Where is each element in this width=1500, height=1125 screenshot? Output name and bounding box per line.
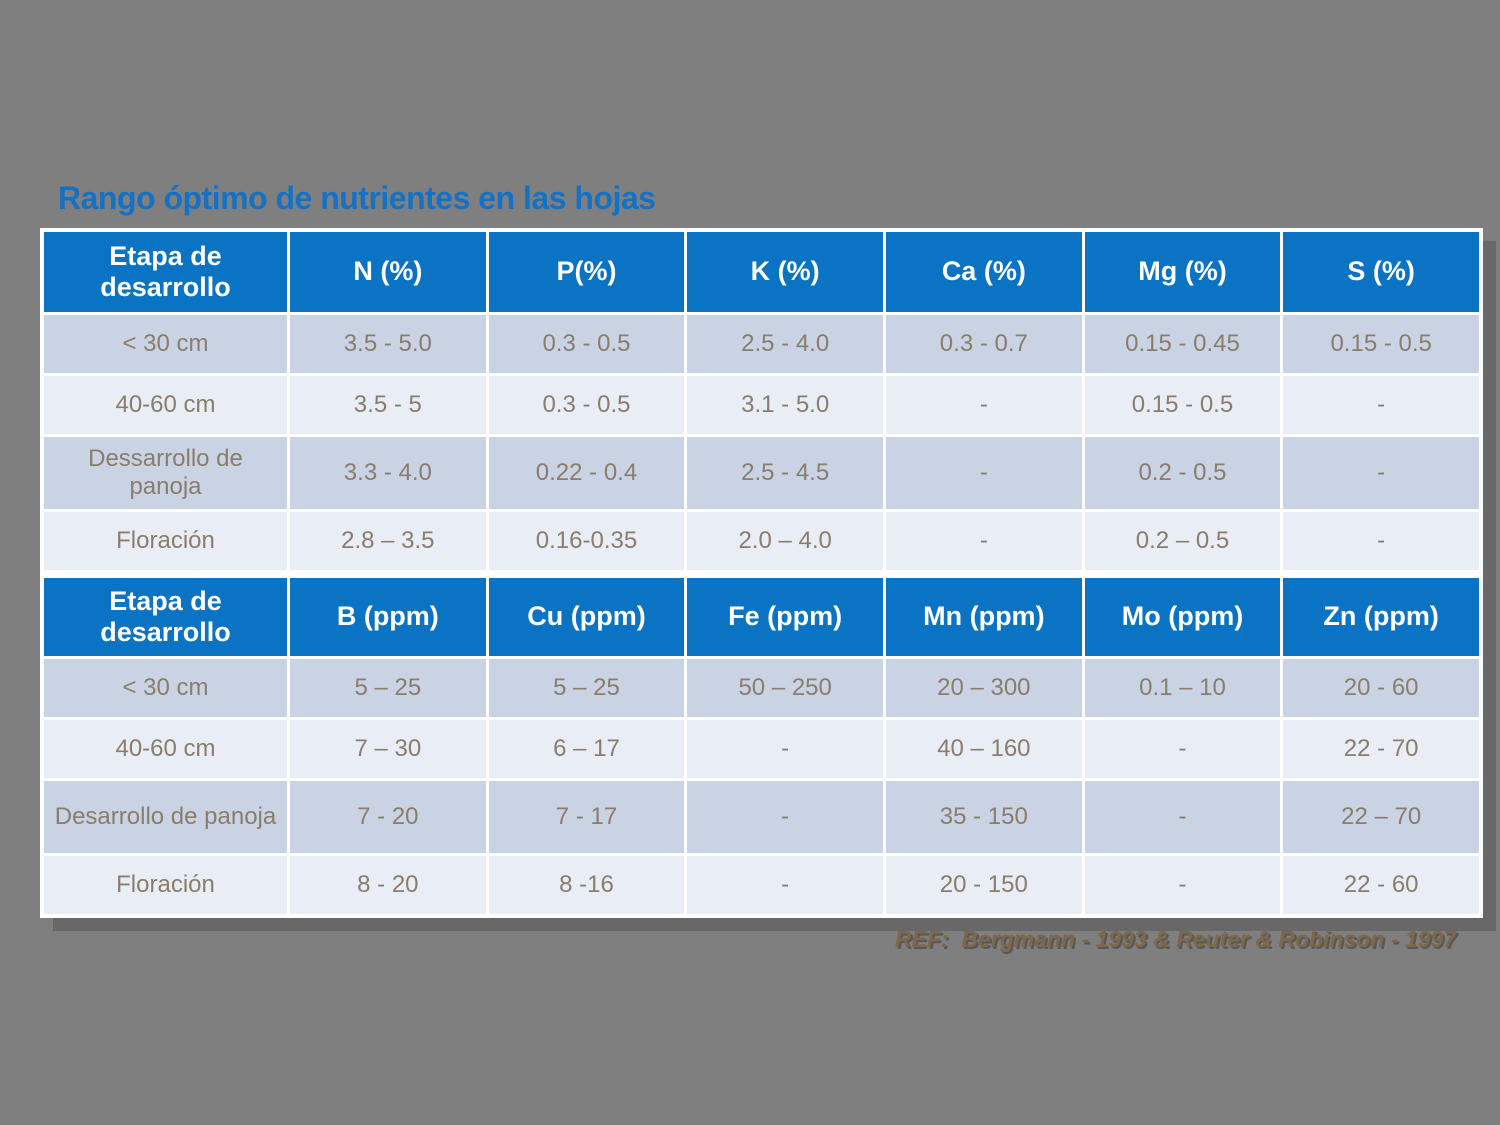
column-header: Etapa de desarrollo bbox=[44, 578, 287, 656]
cell: 0.22 - 0.4 bbox=[488, 437, 685, 509]
row-label: Floración bbox=[44, 856, 287, 914]
cell: 2.5 - 4.0 bbox=[687, 315, 883, 373]
row-label: < 30 cm bbox=[44, 659, 287, 717]
row-label: Dessarrollo de panoja bbox=[44, 437, 287, 509]
column-header: Fe (ppm) bbox=[687, 578, 883, 656]
cell: 3.1 - 5.0 bbox=[687, 376, 883, 434]
column-header: S (%) bbox=[1283, 232, 1479, 312]
cell: 50 – 250 bbox=[687, 659, 883, 717]
cell: 20 - 150 bbox=[886, 856, 1082, 914]
cell: - bbox=[886, 512, 1082, 570]
cell: 22 - 70 bbox=[1283, 720, 1479, 778]
column-header: Ca (%) bbox=[886, 232, 1082, 312]
cell: - bbox=[1084, 856, 1281, 914]
cell: 3.3 - 4.0 bbox=[290, 437, 486, 509]
cell: 5 – 25 bbox=[488, 659, 685, 717]
cell: - bbox=[687, 856, 883, 914]
cell: - bbox=[886, 376, 1082, 434]
cell: 8 - 20 bbox=[290, 856, 486, 914]
cell: - bbox=[687, 781, 883, 853]
cell: 0.3 - 0.7 bbox=[886, 315, 1082, 373]
column-header: K (%) bbox=[687, 232, 883, 312]
column-header: Cu (ppm) bbox=[488, 578, 685, 656]
row-label: 40-60 cm bbox=[44, 720, 287, 778]
cell: - bbox=[886, 437, 1082, 509]
cell: 7 - 17 bbox=[488, 781, 685, 853]
row-label: Floración bbox=[44, 512, 287, 570]
cell: 40 – 160 bbox=[886, 720, 1082, 778]
cell: 22 – 70 bbox=[1283, 781, 1479, 853]
ref-citation: REF: Bergmann - 1993 & Reuter & Robinson… bbox=[894, 926, 1456, 952]
cell: 20 - 60 bbox=[1283, 659, 1479, 717]
cell: 6 – 17 bbox=[488, 720, 685, 778]
cell: - bbox=[1283, 437, 1479, 509]
cell: 0.1 – 10 bbox=[1084, 659, 1281, 717]
column-header: Mg (%) bbox=[1084, 232, 1281, 312]
cell: 0.15 - 0.5 bbox=[1283, 315, 1479, 373]
column-header: P(%) bbox=[488, 232, 685, 312]
cell: 0.16-0.35 bbox=[488, 512, 685, 570]
nutrient-tables-sheet: Etapa de desarrollo N (%) P(%) K (%) Ca … bbox=[40, 228, 1483, 918]
micronutrients-table: Etapa de desarrollo B (ppm) Cu (ppm) Fe … bbox=[44, 578, 1479, 914]
cell: 8 -16 bbox=[488, 856, 685, 914]
cell: 7 - 20 bbox=[290, 781, 486, 853]
cell: 5 – 25 bbox=[290, 659, 486, 717]
column-header: B (ppm) bbox=[290, 578, 486, 656]
column-header: N (%) bbox=[290, 232, 486, 312]
column-header: Mo (ppm) bbox=[1084, 578, 1281, 656]
row-label: < 30 cm bbox=[44, 315, 287, 373]
column-header: Zn (ppm) bbox=[1283, 578, 1479, 656]
cell: - bbox=[1084, 781, 1281, 853]
cell: 0.15 - 0.5 bbox=[1084, 376, 1281, 434]
cell: 2.5 - 4.5 bbox=[687, 437, 883, 509]
cell: - bbox=[1283, 376, 1479, 434]
cell: - bbox=[1283, 512, 1479, 570]
cell: 0.2 - 0.5 bbox=[1084, 437, 1281, 509]
cell: 0.3 - 0.5 bbox=[488, 315, 685, 373]
cell: 0.3 - 0.5 bbox=[488, 376, 685, 434]
cell: 35 - 150 bbox=[886, 781, 1082, 853]
cell: - bbox=[1084, 720, 1281, 778]
macronutrients-table: Etapa de desarrollo N (%) P(%) K (%) Ca … bbox=[44, 232, 1479, 570]
cell: 2.8 – 3.5 bbox=[290, 512, 486, 570]
column-header: Mn (ppm) bbox=[886, 578, 1082, 656]
column-header: Etapa de desarrollo bbox=[44, 232, 287, 312]
cell: - bbox=[687, 720, 883, 778]
cell: 0.15 - 0.45 bbox=[1084, 315, 1281, 373]
cell: 2.0 – 4.0 bbox=[687, 512, 883, 570]
cell: 0.2 – 0.5 bbox=[1084, 512, 1281, 570]
cell: 3.5 - 5.0 bbox=[290, 315, 486, 373]
cell: 20 – 300 bbox=[886, 659, 1082, 717]
row-label: 40-60 cm bbox=[44, 376, 287, 434]
cell: 3.5 - 5 bbox=[290, 376, 486, 434]
row-label: Desarrollo de panoja bbox=[44, 781, 287, 853]
cell: 22 - 60 bbox=[1283, 856, 1479, 914]
page-title: Rango óptimo de nutrientes en las hojas bbox=[58, 180, 656, 216]
cell: 7 – 30 bbox=[290, 720, 486, 778]
